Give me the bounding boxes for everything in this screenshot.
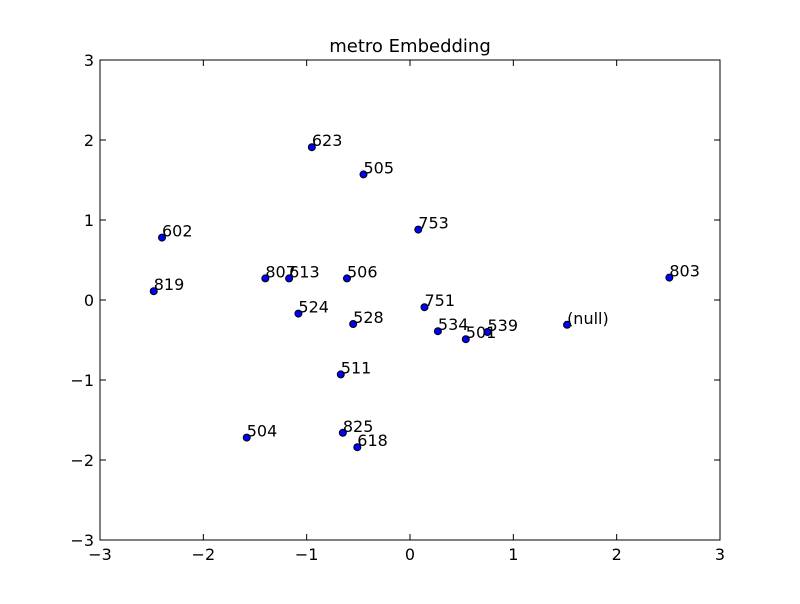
point-label: 528 bbox=[353, 308, 384, 327]
data-point bbox=[294, 309, 303, 318]
data-point bbox=[665, 273, 674, 282]
y-tick-label: 1 bbox=[84, 211, 94, 230]
data-point bbox=[461, 335, 470, 344]
axis-ticks: −3 −2 −1 0 1 2 3 −3 −2 −1 0 1 2 3 bbox=[70, 51, 725, 564]
point-label: 504 bbox=[247, 422, 278, 441]
x-tick-label: 3 bbox=[715, 545, 725, 564]
data-point bbox=[285, 274, 294, 283]
point-label: (null) bbox=[567, 309, 609, 328]
y-tick-label: −3 bbox=[70, 531, 94, 550]
data-point bbox=[483, 328, 492, 336]
point-label: 511 bbox=[341, 358, 372, 377]
data-point bbox=[336, 370, 345, 379]
data-point bbox=[242, 433, 251, 442]
point-label: 825 bbox=[343, 417, 374, 436]
point-label: 524 bbox=[298, 298, 329, 317]
data-point bbox=[563, 320, 572, 329]
point-label: 534 bbox=[438, 315, 469, 334]
x-tick-label: 0 bbox=[405, 545, 415, 564]
data-point bbox=[359, 170, 368, 179]
point-label: 753 bbox=[418, 214, 449, 233]
data-point bbox=[342, 274, 351, 283]
x-tick-label: −3 bbox=[88, 545, 112, 564]
data-point bbox=[414, 225, 423, 234]
data-point bbox=[433, 327, 442, 336]
point-label: 505 bbox=[364, 158, 395, 177]
x-tick-label: 2 bbox=[612, 545, 622, 564]
x-tick-label: −2 bbox=[192, 545, 216, 564]
point-label: 501 bbox=[466, 323, 497, 342]
point-label: 613 bbox=[289, 262, 320, 281]
data-point bbox=[261, 274, 270, 283]
chart-title: metro Embedding bbox=[329, 36, 491, 57]
point-label: 819 bbox=[154, 275, 185, 294]
data-point bbox=[149, 287, 158, 296]
point-label: 602 bbox=[162, 222, 193, 241]
y-tick-label: 2 bbox=[84, 131, 94, 150]
data-point bbox=[349, 320, 358, 328]
data-point bbox=[158, 233, 166, 242]
plot-frame bbox=[99, 59, 721, 541]
point-label: 803 bbox=[669, 262, 700, 281]
x-tick-label: −1 bbox=[295, 545, 319, 564]
y-tick-label: −2 bbox=[70, 451, 94, 470]
point-label: 623 bbox=[312, 131, 343, 150]
point-label: 618 bbox=[357, 431, 388, 450]
data-point bbox=[338, 428, 347, 437]
y-tick-label: 3 bbox=[84, 51, 94, 70]
data-point bbox=[353, 443, 362, 452]
data-point bbox=[307, 143, 316, 152]
point-label: 539 bbox=[488, 316, 519, 335]
data-point bbox=[420, 303, 429, 312]
y-tick-label: −1 bbox=[70, 371, 94, 390]
point-label: 506 bbox=[347, 262, 378, 281]
y-tick-label: 0 bbox=[84, 291, 94, 310]
point-label: 751 bbox=[424, 291, 455, 310]
x-tick-label: 1 bbox=[508, 545, 518, 564]
